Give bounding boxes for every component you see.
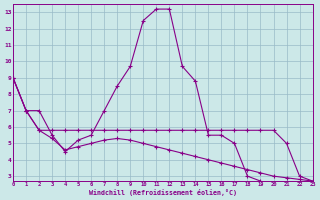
X-axis label: Windchill (Refroidissement éolien,°C): Windchill (Refroidissement éolien,°C): [89, 189, 237, 196]
